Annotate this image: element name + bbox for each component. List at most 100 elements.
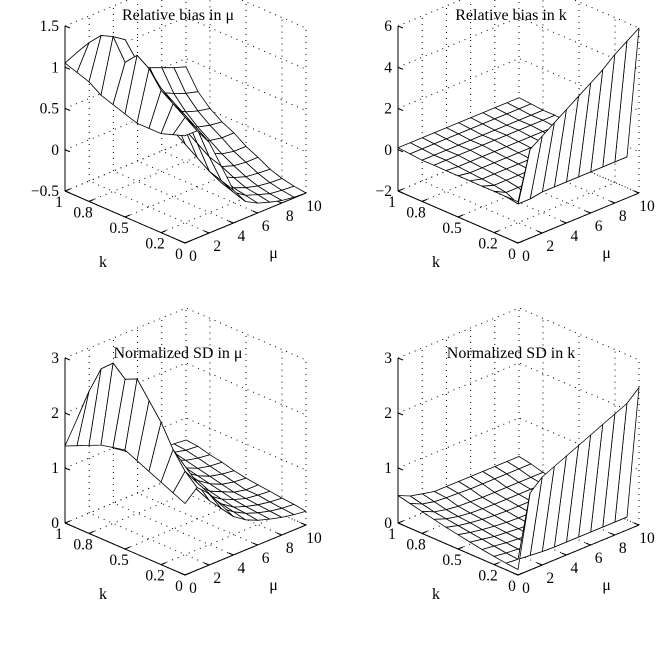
z-tick-label: −2	[376, 183, 393, 200]
z-tick-mark	[64, 522, 71, 526]
grid-mu-floor-line	[137, 492, 258, 546]
z-tick-mark	[397, 149, 404, 153]
k-tick-label: 0.5	[442, 552, 462, 569]
z-tick-mark	[397, 190, 404, 194]
k-axis-label: k	[432, 254, 440, 271]
k-tick-mark	[457, 214, 464, 218]
mu-tick-mark	[585, 542, 591, 546]
k-tick-label: 0.8	[73, 536, 93, 553]
z-tick-mark	[64, 66, 71, 70]
mu-tick-mark	[228, 220, 234, 224]
k-tick-mark	[64, 188, 71, 192]
surface-facet	[505, 492, 531, 570]
mu-tick-label: 10	[639, 198, 655, 215]
k-tick-mark	[184, 240, 191, 244]
k-axis-label: k	[432, 586, 440, 603]
mu-tick-mark	[512, 240, 519, 244]
k-tick-mark	[517, 572, 524, 576]
z-tick-mark	[64, 149, 71, 153]
k-axis-label: k	[99, 254, 107, 271]
mu-tick-label: 0	[189, 248, 197, 265]
mu-tick-mark	[179, 572, 186, 576]
k-tick-mark	[124, 214, 131, 218]
k-tick-mark	[397, 520, 404, 524]
mu-tick-label: 2	[213, 238, 221, 255]
z-tick-mark	[64, 467, 71, 471]
k-tick-label: 0.8	[73, 204, 93, 221]
k-tick-label: 0.8	[406, 536, 426, 553]
grid-mu-floor-line	[89, 512, 210, 566]
mu-tick-label: 10	[306, 530, 322, 547]
k-tick-label: 1	[55, 526, 63, 543]
mu-tick-mark	[276, 532, 282, 536]
mu-axis-label: μ	[602, 245, 611, 262]
mu-tick-mark	[252, 542, 258, 546]
z-tick-label: 3	[384, 350, 392, 367]
z-tick-mark	[64, 190, 71, 194]
grid-mu-floor-line	[89, 180, 210, 234]
mu-tick-label: 8	[619, 540, 627, 557]
k-tick-label: 0.5	[109, 552, 129, 569]
mu-axis-line	[517, 524, 640, 576]
mu-axis-line	[184, 192, 307, 244]
z-tick-mark	[397, 412, 404, 416]
surface-mesh	[64, 35, 307, 204]
k-tick-mark	[397, 188, 404, 192]
z-tick-label: 1.5	[40, 18, 60, 35]
mu-tick-label: 0	[522, 580, 530, 597]
grid-k-floor-line	[64, 140, 187, 192]
mu-tick-mark	[512, 572, 519, 576]
mu-tick-mark	[252, 210, 258, 214]
mu-tick-label: 4	[238, 228, 246, 245]
z-tick-mark	[397, 25, 404, 29]
mu-axis-label: μ	[269, 577, 278, 594]
z-tick-mark	[64, 108, 71, 111]
z-tick-label: 0	[51, 142, 59, 159]
mu-tick-label: 6	[262, 218, 270, 235]
z-tick-label: 4	[384, 59, 392, 76]
z-tick-label: 0.5	[40, 101, 60, 118]
z-tick-mark	[397, 357, 404, 361]
mu-tick-label: 2	[213, 570, 221, 587]
chart-title: Normalized SD in k	[447, 345, 575, 362]
k-tick-mark	[457, 546, 464, 550]
z-tick-label: 0	[384, 142, 392, 159]
k-tick-mark	[160, 230, 167, 234]
surface-mesh	[64, 362, 307, 521]
z-tick-mark	[397, 522, 404, 526]
mu-tick-label: 2	[546, 238, 554, 255]
mu-axis-line	[184, 524, 307, 576]
k-tick-mark	[421, 198, 428, 202]
mu-tick-mark	[300, 522, 307, 526]
z-tick-label: 1	[51, 59, 59, 76]
z-tick-label: 0	[384, 515, 392, 532]
k-tick-mark	[421, 530, 428, 534]
mu-tick-label: 6	[595, 550, 603, 567]
grid-mu-floor-line	[161, 150, 282, 204]
grid-z-line	[397, 16, 640, 70]
mu-tick-label: 8	[619, 208, 627, 225]
z-tick-label: 0	[51, 515, 59, 532]
grid-mu-floor-line	[113, 170, 234, 224]
k-tick-label: 1	[55, 194, 63, 211]
k-tick-label: 0	[175, 578, 183, 595]
k-tick-mark	[88, 198, 95, 202]
grid-mu-floor-line	[113, 502, 234, 556]
mu-tick-label: 8	[286, 208, 294, 225]
z-tick-mark	[397, 467, 404, 471]
z-tick-label: 2	[384, 101, 392, 118]
mu-tick-label: 6	[262, 550, 270, 567]
mu-tick-label: 2	[546, 570, 554, 587]
mu-tick-label: 10	[639, 530, 655, 547]
chart-title: Relative bias in k	[455, 7, 567, 24]
mu-tick-mark	[633, 190, 640, 194]
grid-mu-floor-line	[422, 180, 543, 234]
k-tick-label: 0.2	[478, 236, 497, 253]
k-tick-mark	[64, 520, 71, 524]
